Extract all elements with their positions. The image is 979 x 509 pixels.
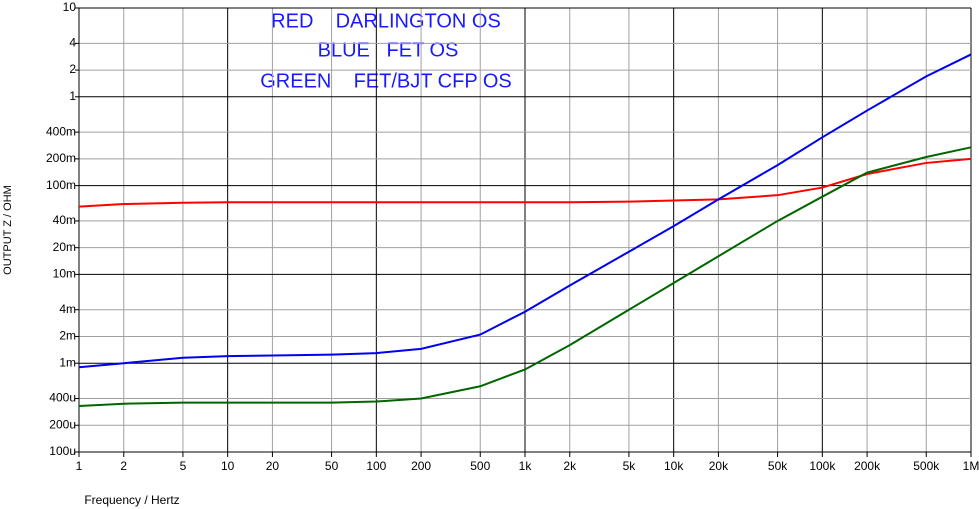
- y-tick-label: 10m: [53, 267, 76, 281]
- x-tick-label: 20: [266, 459, 280, 473]
- y-tick-label: 4m: [59, 302, 76, 316]
- x-tick-label: 200k: [854, 459, 881, 473]
- x-tick-label: 1M: [963, 459, 979, 473]
- y-tick-label: 400m: [46, 124, 76, 138]
- x-tick-label: 5: [180, 459, 187, 473]
- x-tick-label: 2k: [563, 459, 577, 473]
- x-axis-label: Frequency / Hertz: [84, 493, 179, 507]
- y-tick-label: 400u: [49, 391, 76, 405]
- x-tick-label: 200: [411, 459, 431, 473]
- x-tick-label: 2: [120, 459, 127, 473]
- x-tick-label: 100: [366, 459, 386, 473]
- y-tick-label: 2: [69, 62, 76, 76]
- y-tick-label: 10: [63, 0, 77, 14]
- series-line: [78, 53, 972, 369]
- y-tick-label: 200u: [49, 417, 76, 431]
- x-tick-label: 5k: [623, 459, 637, 473]
- y-tick-label: 2m: [59, 329, 76, 343]
- x-tick-label: 100k: [809, 459, 836, 473]
- y-axis-label: OUTPUT Z / OHM: [2, 185, 14, 275]
- y-tick-label: 1: [69, 89, 76, 103]
- annotation: RED DARLINGTON OS: [271, 10, 501, 32]
- series-line: [78, 146, 972, 407]
- y-tick-label: 200m: [46, 151, 76, 165]
- x-tick-label: 50: [325, 459, 339, 473]
- y-tick-label: 100m: [46, 178, 76, 192]
- y-tick-label: 100u: [49, 444, 76, 458]
- x-tick-label: 500: [470, 459, 490, 473]
- y-tick-label: 40m: [53, 213, 76, 227]
- x-tick-label: 10k: [664, 459, 684, 473]
- annotation: GREEN FET/BJT CFP OS: [260, 70, 512, 92]
- x-tick-label: 50k: [768, 459, 788, 473]
- x-tick-label: 20k: [709, 459, 729, 473]
- y-tick-label: 20m: [53, 240, 76, 254]
- annotation: BLUE FET OS: [318, 39, 459, 61]
- x-tick-label: 10: [221, 459, 235, 473]
- x-tick-label: 1k: [519, 459, 533, 473]
- y-tick-label: 4: [69, 36, 76, 50]
- series-line: [78, 157, 972, 208]
- x-tick-label: 1: [76, 459, 83, 473]
- x-tick-label: 500k: [913, 459, 940, 473]
- y-tick-label: 1m: [59, 355, 76, 369]
